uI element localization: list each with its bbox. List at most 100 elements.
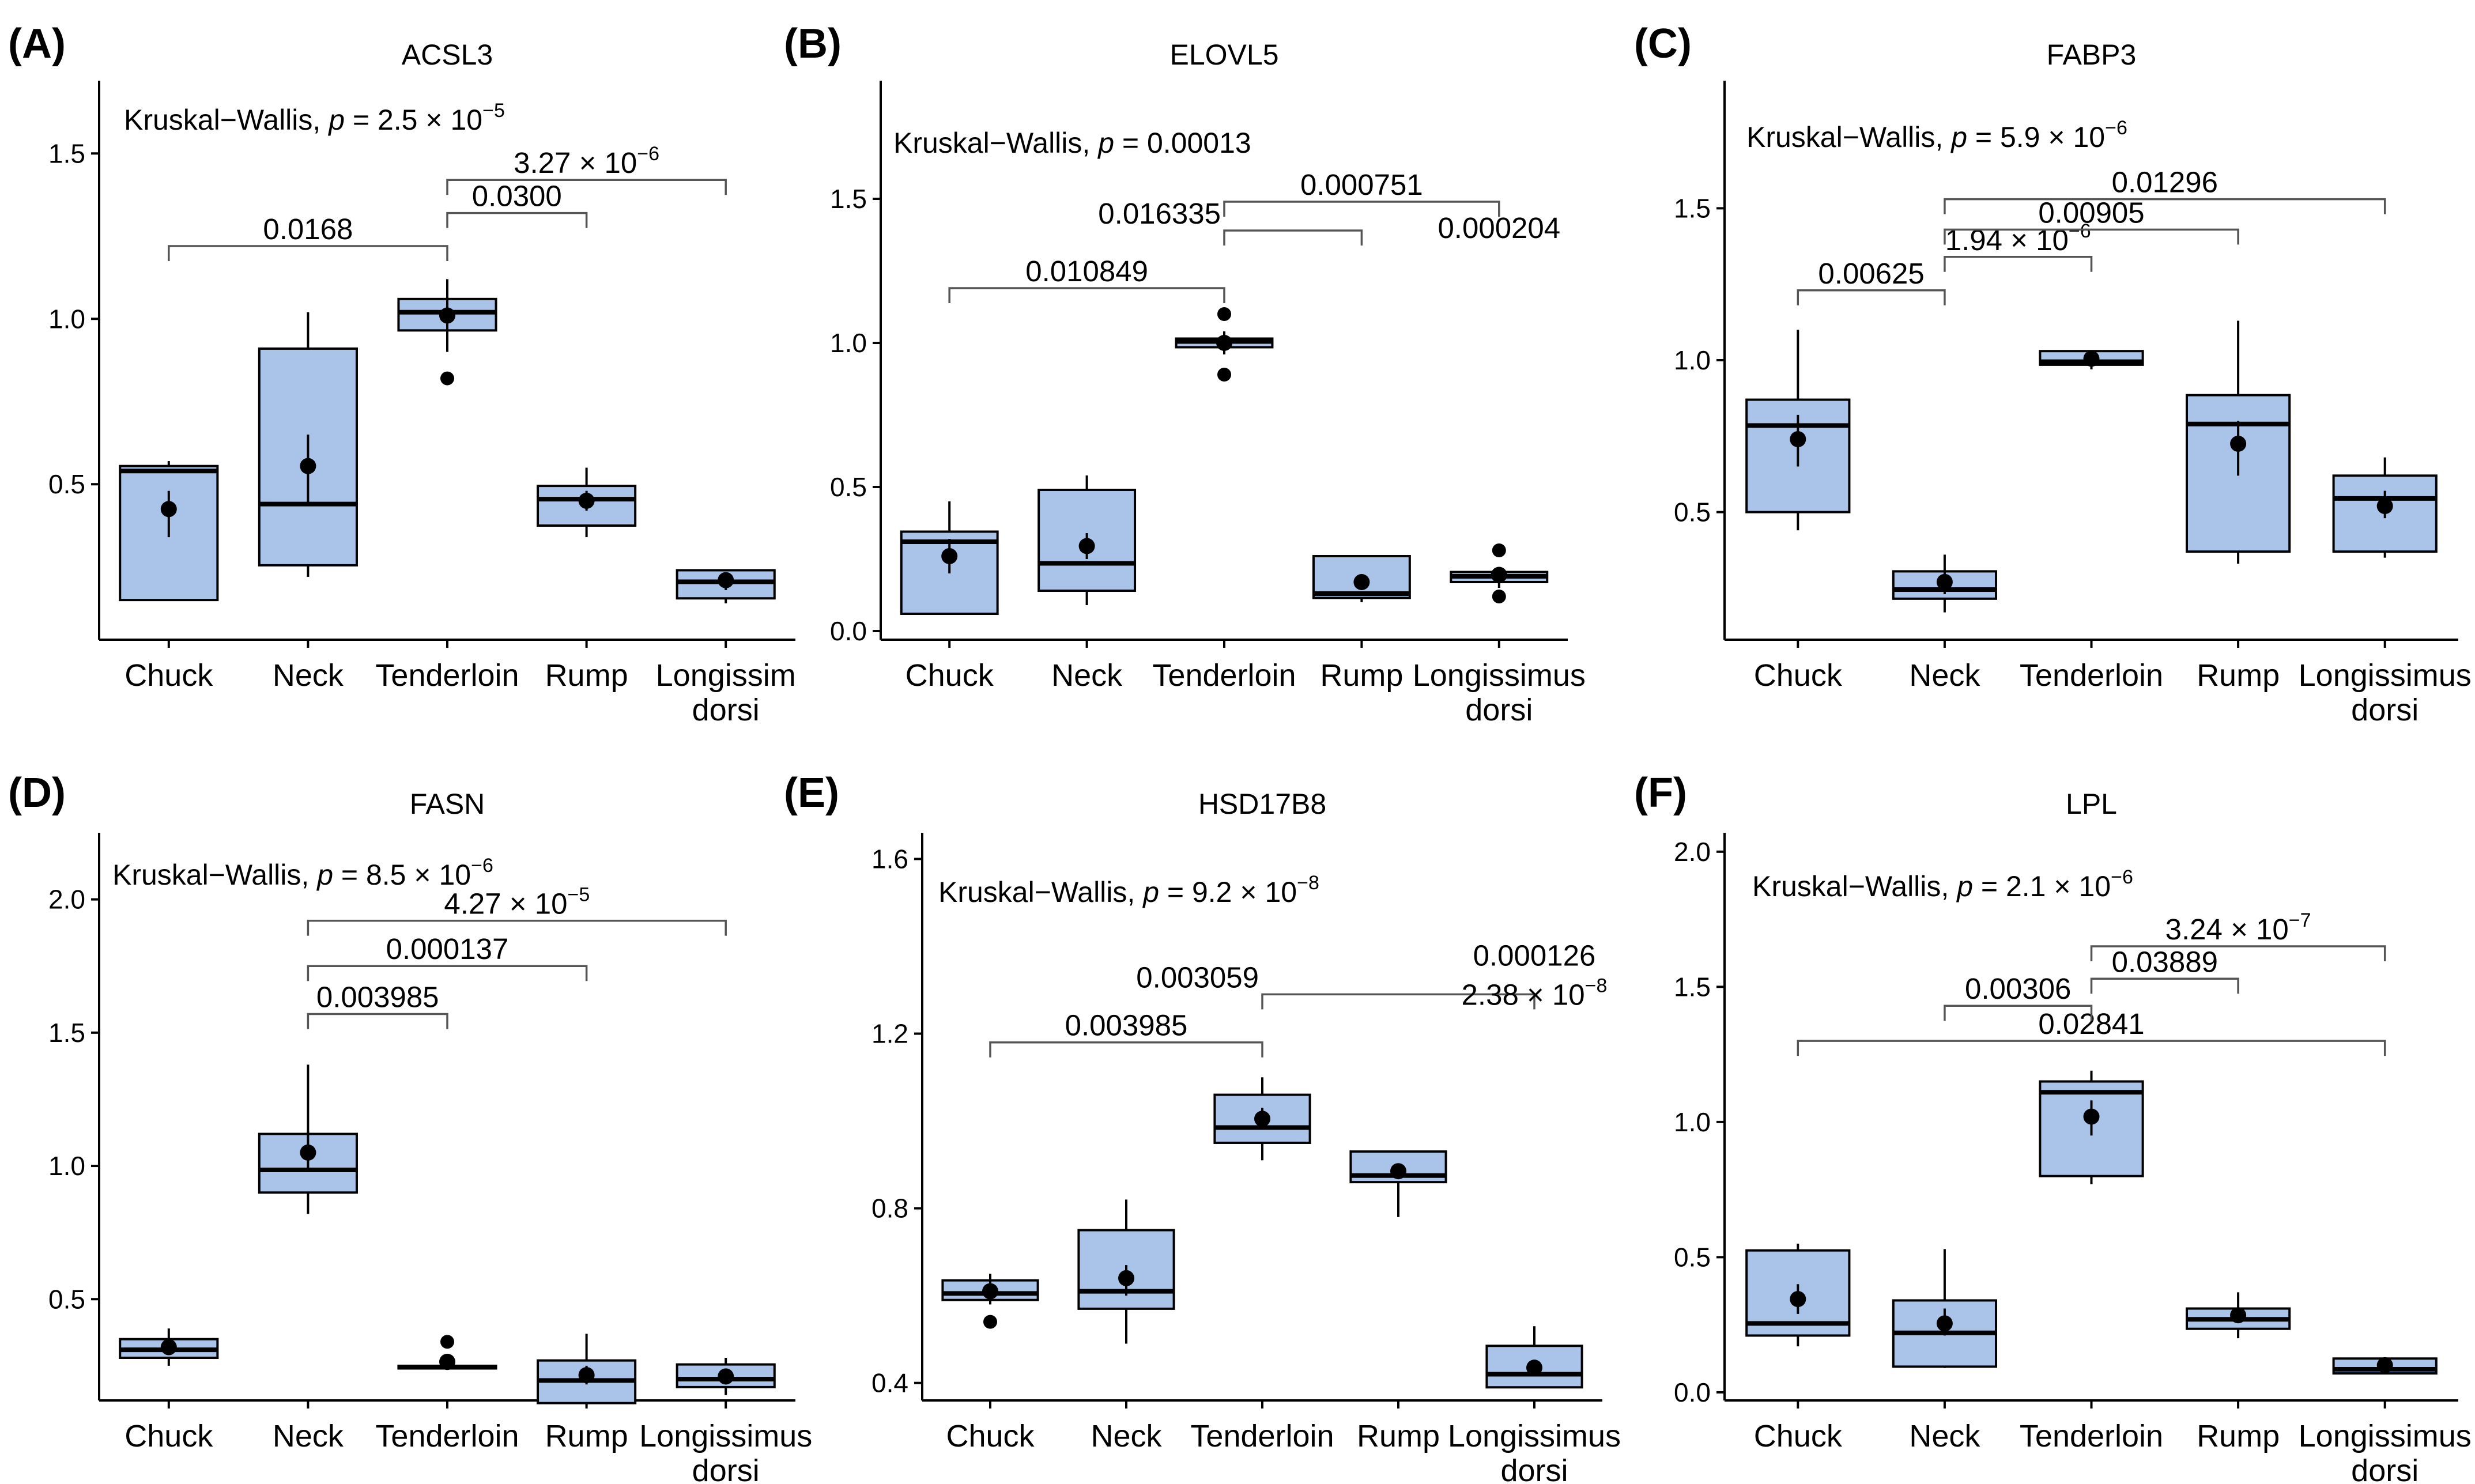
comparison-bracket [2090, 977, 2239, 994]
y-tick-label: 1.2 [871, 1019, 908, 1049]
x-tick-label: Rump [545, 1419, 628, 1453]
box-neck [258, 312, 358, 577]
chart-title: FASN [410, 788, 485, 820]
mean-point [1526, 1360, 1542, 1376]
comparison-bracket [1797, 1040, 2386, 1056]
comparison-p-value: 0.00625 [1818, 257, 1924, 290]
y-tick-label: 1.5 [48, 138, 85, 168]
chart-title: ACSL3 [402, 39, 493, 71]
mean-point [2083, 350, 2100, 367]
y-tick-label: 2.0 [48, 885, 85, 915]
box-longissimus-dorsi [676, 569, 776, 603]
comparison-bracket [1797, 289, 1946, 305]
panel-letter: (A) [8, 21, 66, 67]
box-tenderloin [1213, 1077, 1311, 1161]
comparison-bracket [2090, 945, 2386, 961]
outlier-point [983, 1315, 997, 1329]
y-tick-label: 0.8 [871, 1194, 908, 1224]
panel-letter: (B) [784, 21, 842, 67]
chart-panel-d: (D) FASN 0.5 1.0 1.5 2.0 Chuck Neck Tenderloin Ru… [8, 770, 812, 1484]
x-tick-label: Longissimus [1413, 658, 1586, 693]
comparison-p-value: 0.0300 [472, 180, 562, 213]
mean-point [578, 1367, 595, 1384]
x-tick-label: Tenderloin [1152, 658, 1296, 693]
outlier-point [1217, 368, 1231, 382]
comparison-p-value: 0.0168 [263, 213, 353, 246]
comparison-p-value: 0.00905 [2038, 196, 2144, 229]
x-tick-label: Neck [1091, 1419, 1162, 1453]
comparison-bracket [1944, 228, 2239, 245]
chart-panel-b: (B) ELOVL5 0.0 0.5 1.0 1.5 Chuck Neck Tenderloin… [784, 21, 1586, 727]
box-chuck [900, 501, 999, 615]
y-tick-label: 1.0 [1674, 345, 1711, 375]
box-rump [1312, 555, 1411, 602]
box-chuck [1745, 330, 1851, 531]
box-tenderloin [397, 279, 497, 386]
comparison-bracket [1223, 201, 1500, 217]
box-tenderloin [2039, 1070, 2144, 1184]
x-tick-label: dorsi [2351, 693, 2419, 727]
x-tick-label: Longissim [656, 658, 796, 693]
x-tick-label: Neck [273, 1419, 344, 1453]
comparison-p-value: 0.003985 [1065, 1009, 1188, 1042]
comparison-p-value: 0.003985 [316, 980, 439, 1013]
x-tick-label: Chuck [906, 658, 994, 693]
comparison-p-value: 0.016335 [1098, 197, 1221, 230]
y-tick-label: 1.0 [48, 304, 85, 334]
comparison-p-value: 0.000137 [386, 932, 509, 965]
box-rump [537, 467, 637, 538]
comparison-p-value: 4.27 × 10−5 [444, 884, 590, 920]
x-tick-label: Chuck [124, 1419, 213, 1453]
mean-point [1790, 431, 1806, 448]
x-tick-label: Tenderloin [375, 658, 519, 693]
box-neck [1037, 475, 1137, 605]
comparison-bracket [307, 1013, 448, 1029]
mean-point [2230, 435, 2247, 452]
x-tick-label: Neck [273, 658, 344, 693]
mean-point [1078, 538, 1095, 554]
x-tick-label: Longissimus [2299, 658, 2472, 693]
x-tick-label: Neck [1909, 1419, 1980, 1453]
kruskal-wallis-label: Kruskal−Wallis, p = 0.00013 [893, 127, 1251, 159]
x-tick-label: Neck [1909, 658, 1980, 693]
panel-letter: (F) [1634, 770, 1687, 816]
x-tick-label: Rump [545, 658, 628, 693]
comparison-bracket [446, 212, 588, 228]
box-tenderloin [2039, 350, 2144, 369]
mean-point [1118, 1270, 1134, 1286]
box-longissimus-dorsi [1485, 1326, 1583, 1389]
x-tick-label: Chuck [946, 1419, 1035, 1453]
box-chuck [1745, 1243, 1851, 1347]
box-neck [258, 1064, 358, 1214]
comparison-p-value: 3.27 × 10−6 [514, 143, 659, 179]
mean-point [300, 1144, 316, 1161]
comparison-p-value: 0.003059 [1136, 961, 1259, 994]
box-rump [2185, 320, 2291, 564]
y-tick-label: 1.6 [871, 844, 908, 874]
y-tick-label: 2.0 [1674, 837, 1711, 867]
chart-panel-c: (C) FABP3 0.5 1.0 1.5 Chuck Neck Tenderloin Rump… [1634, 21, 2472, 727]
mean-point [439, 1353, 455, 1370]
box-tenderloin [1175, 307, 1274, 382]
y-tick-label: 1.5 [1674, 193, 1711, 223]
box-longissimus-dorsi [2332, 1357, 2438, 1375]
y-tick-label: 1.5 [1674, 972, 1711, 1002]
mean-point [1353, 574, 1370, 590]
mean-point [160, 1339, 177, 1355]
box-tenderloin [397, 1335, 497, 1370]
chart-title: LPL [2066, 788, 2117, 820]
outlier-point [1492, 543, 1506, 557]
x-tick-label: Rump [2197, 1419, 2280, 1453]
comparison-p-value: 0.000751 [1300, 168, 1423, 201]
x-tick-label: Tenderloin [375, 1419, 519, 1453]
comparison-p-value: 0.000204 [1438, 212, 1560, 244]
comparison-bracket [1944, 1005, 2093, 1021]
chart-title: FABP3 [2047, 39, 2137, 71]
mean-point [718, 1368, 734, 1385]
mean-point [160, 501, 177, 518]
chart-panel-a: (A) ACSL3 0.5 1.0 1.5 Chuck Neck Tenderloin Rump… [8, 21, 796, 727]
box-rump [537, 1334, 637, 1406]
kruskal-wallis-label: Kruskal−Wallis, p = 2.1 × 10−6 [1752, 866, 2133, 903]
x-tick-label: Rump [1357, 1419, 1440, 1453]
x-tick-label: Tenderloin [1190, 1419, 1334, 1453]
